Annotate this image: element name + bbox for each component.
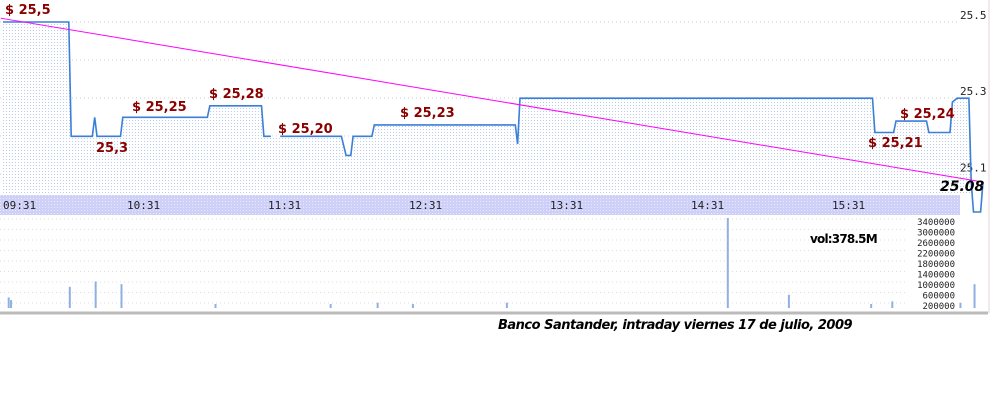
volume-bar	[973, 284, 976, 308]
volume-bar	[505, 302, 508, 308]
chart-caption: Banco Santander, intraday viernes 17 de …	[498, 318, 853, 333]
y-tick-label: 25.5	[960, 9, 987, 22]
volume-tick-label: 2600000	[917, 239, 955, 249]
x-tick-label: 11:31	[268, 199, 301, 212]
price-annotation: $ 25,20	[278, 122, 333, 137]
x-tick-label: 14:31	[691, 199, 724, 212]
price-annotation: $ 25,24	[900, 107, 955, 122]
y-axis: 25.5 25.3 25.1	[960, 9, 987, 174]
volume-panel: 3400000300000026000002200000180000014000…	[7, 218, 976, 312]
price-line	[3, 21, 984, 213]
time-axis-band	[0, 195, 960, 215]
price-annotation: $ 25,5	[5, 3, 51, 18]
volume-bar	[870, 304, 873, 308]
price-annotation: 25,3	[96, 141, 128, 156]
volume-tick-label: 1000000	[917, 281, 955, 291]
price-annotation: $ 25,25	[132, 100, 187, 115]
volume-tick-label: 200000	[922, 302, 955, 312]
x-tick-label: 15:31	[832, 199, 865, 212]
price-area-fill	[3, 22, 983, 195]
volume-bar	[120, 284, 123, 308]
volume-bar	[329, 304, 332, 308]
price-annotation: $ 25,21	[868, 136, 923, 151]
volume-bar	[891, 301, 894, 308]
volume-tick-label: 1800000	[917, 260, 955, 270]
volume-bar	[68, 286, 71, 308]
x-axis: 09:31 10:31 11:31 12:31 13:31 14:31 15:31	[3, 199, 865, 212]
volume-bar	[376, 302, 379, 308]
volume-bar	[10, 300, 13, 308]
y-tick-label: 25.1	[960, 161, 987, 174]
volume-tick-label: 2200000	[917, 250, 955, 260]
x-tick-label: 12:31	[409, 199, 442, 212]
x-tick-label: 10:31	[127, 199, 160, 212]
price-annotation: $ 25,28	[209, 87, 264, 102]
x-tick-label: 13:31	[550, 199, 583, 212]
volume-total-label: vol:378.5M	[810, 232, 877, 246]
price-annotation: $ 25,23	[400, 106, 455, 121]
volume-tick-label: 600000	[922, 292, 955, 302]
volume-tick-label: 3400000	[917, 218, 955, 228]
volume-bar	[7, 297, 10, 308]
volume-bar	[214, 304, 217, 308]
volume-bar	[726, 218, 729, 308]
volume-tick-label: 3000000	[917, 229, 955, 239]
y-tick-label: 25.3	[960, 85, 987, 98]
annotations: $ 25,5 $ 25,25 25,3 $ 25,28 $ 25,20 $ 25,23 $ …	[5, 3, 955, 156]
volume-bar	[787, 294, 790, 308]
trend-line	[0, 17, 984, 183]
volume-bar	[411, 304, 414, 308]
volume-bar	[959, 302, 962, 308]
volume-tick-label: 1400000	[917, 271, 955, 281]
volume-bar	[94, 281, 97, 308]
last-price-label: 25.08	[940, 179, 985, 195]
x-tick-label: 09:31	[3, 199, 36, 212]
